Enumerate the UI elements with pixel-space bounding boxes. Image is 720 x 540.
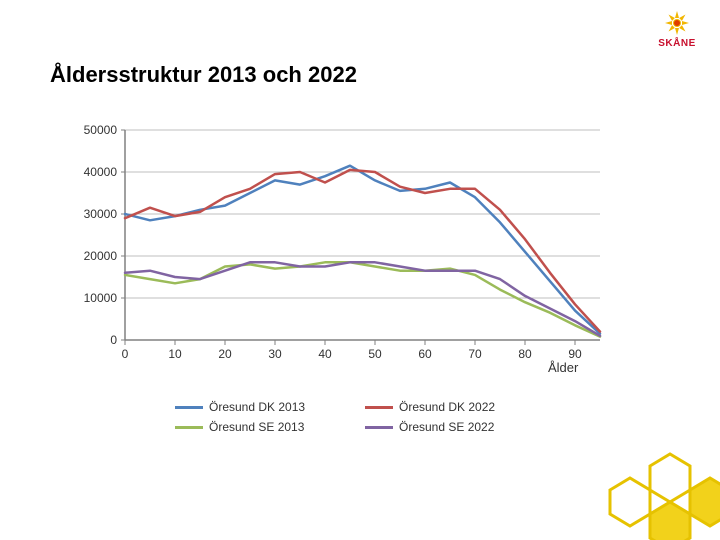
svg-text:40000: 40000 — [84, 165, 118, 179]
legend-swatch — [365, 406, 393, 409]
svg-text:0: 0 — [122, 347, 129, 361]
svg-text:20000: 20000 — [84, 249, 118, 263]
svg-text:40: 40 — [318, 347, 332, 361]
svg-text:50: 50 — [368, 347, 382, 361]
legend-item: Öresund DK 2022 — [365, 400, 525, 414]
x-axis-title: Ålder — [548, 360, 578, 375]
svg-text:20: 20 — [218, 347, 232, 361]
chart-legend: Öresund DK 2013 Öresund DK 2022 Öresund … — [140, 400, 560, 440]
legend-item: Öresund SE 2022 — [365, 420, 525, 434]
legend-label: Öresund DK 2013 — [209, 400, 305, 414]
sun-icon — [658, 10, 696, 40]
svg-text:70: 70 — [468, 347, 482, 361]
legend-label: Öresund SE 2022 — [399, 420, 494, 434]
logo-text: SKÅNE — [658, 38, 696, 49]
legend-item: Öresund DK 2013 — [175, 400, 335, 414]
legend-swatch — [175, 406, 203, 409]
svg-text:80: 80 — [518, 347, 532, 361]
svg-text:10: 10 — [168, 347, 182, 361]
svg-text:10000: 10000 — [84, 291, 118, 305]
svg-text:90: 90 — [568, 347, 582, 361]
svg-text:60: 60 — [418, 347, 432, 361]
legend-swatch — [175, 426, 203, 429]
legend-item: Öresund SE 2013 — [175, 420, 335, 434]
legend-swatch — [365, 426, 393, 429]
legend-label: Öresund SE 2013 — [209, 420, 304, 434]
svg-text:30: 30 — [268, 347, 282, 361]
honeycomb-decoration — [520, 420, 720, 540]
age-structure-chart: 0 10000 20000 30000 40000 50000 0 10 20 30 40 50 60 7… — [70, 120, 610, 380]
svg-text:50000: 50000 — [84, 123, 118, 137]
page-title: Åldersstruktur 2013 och 2022 — [50, 62, 357, 88]
skane-logo: SKÅNE — [658, 10, 696, 49]
legend-label: Öresund DK 2022 — [399, 400, 495, 414]
svg-text:0: 0 — [110, 333, 117, 347]
svg-text:30000: 30000 — [84, 207, 118, 221]
